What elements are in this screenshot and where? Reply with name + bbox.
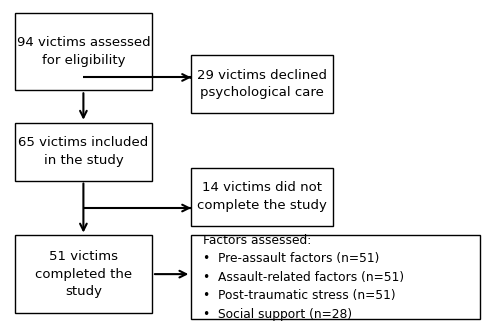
FancyBboxPatch shape [191,55,334,113]
Text: 51 victims
completed the
study: 51 victims completed the study [35,250,132,298]
FancyBboxPatch shape [15,13,152,90]
Text: 94 victims assessed
for eligibility: 94 victims assessed for eligibility [16,37,150,67]
Text: 65 victims included
in the study: 65 victims included in the study [18,136,148,167]
Text: 14 victims did not
complete the study: 14 victims did not complete the study [198,182,327,212]
FancyBboxPatch shape [15,236,152,313]
FancyBboxPatch shape [191,168,334,226]
Text: Factors assessed:
•  Pre-assault factors (n=51)
•  Assault-related factors (n=51: Factors assessed: • Pre-assault factors … [204,234,404,321]
FancyBboxPatch shape [15,123,152,181]
FancyBboxPatch shape [191,236,480,319]
Text: 29 victims declined
psychological care: 29 victims declined psychological care [197,69,327,99]
